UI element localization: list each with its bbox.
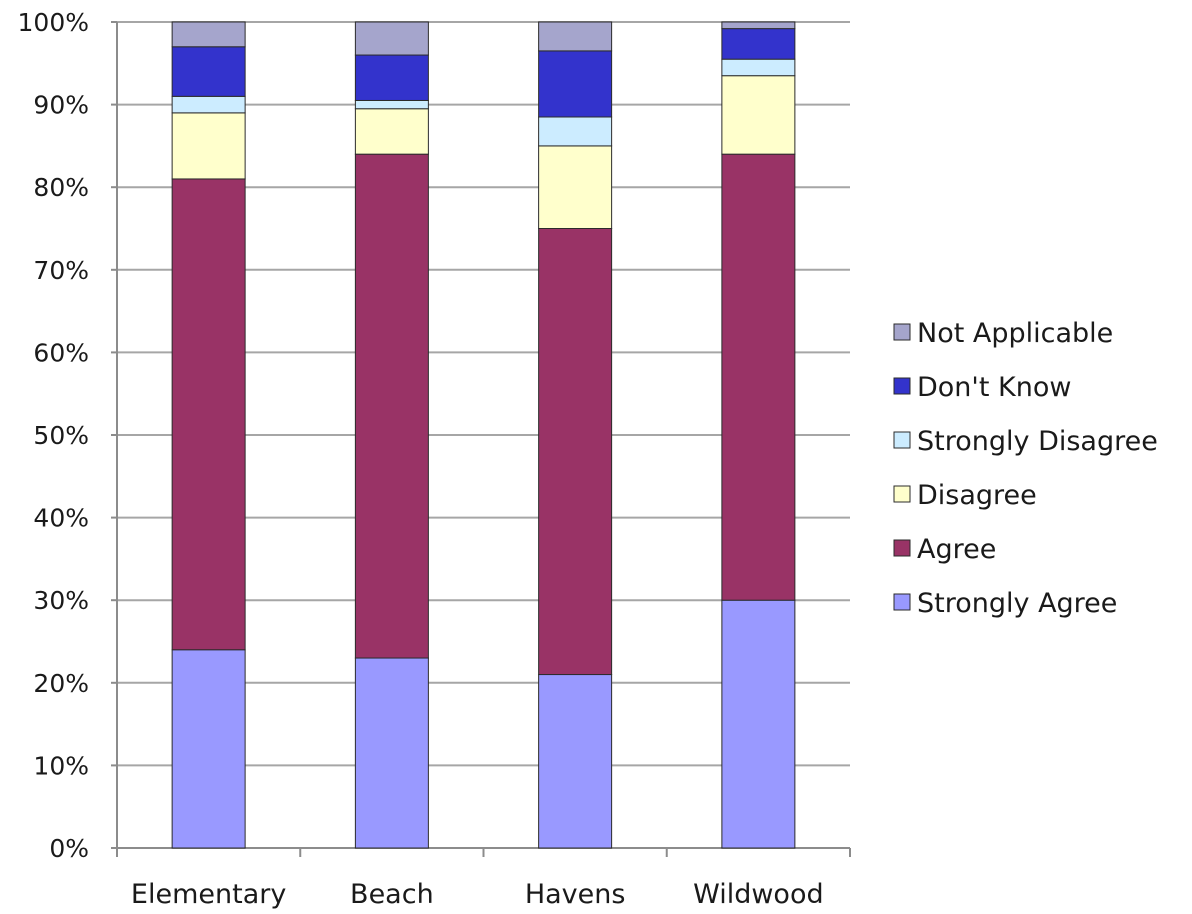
legend-swatch xyxy=(893,323,911,341)
bar-segment xyxy=(721,153,796,601)
y-tick-label: 70% xyxy=(33,256,89,285)
bar-segment xyxy=(171,46,246,97)
bar-segment xyxy=(721,599,796,849)
legend-swatch xyxy=(893,485,911,503)
bar-segment xyxy=(721,58,796,77)
legend-item: Agree xyxy=(893,534,996,565)
bar-segment xyxy=(538,228,613,676)
legend-swatch xyxy=(893,539,911,557)
y-tick-label: 0% xyxy=(49,834,89,863)
bar-segment xyxy=(721,75,796,155)
y-tick-label: 80% xyxy=(33,173,89,202)
legend-item: Not Applicable xyxy=(893,318,1113,349)
bar-segment xyxy=(354,108,429,155)
bar-segment xyxy=(721,28,796,60)
legend-swatch xyxy=(893,431,911,449)
x-category-label: Havens xyxy=(525,879,626,910)
y-tick-label: 50% xyxy=(33,421,89,450)
bar-segment xyxy=(171,21,246,48)
bar-segment xyxy=(171,649,246,849)
bar-segment xyxy=(538,50,613,118)
bar-segment xyxy=(354,21,429,56)
legend-item: Strongly Agree xyxy=(893,588,1117,619)
bar-segment xyxy=(354,99,429,110)
bar-segment xyxy=(538,145,613,229)
bar-segment xyxy=(721,21,796,30)
y-tick-label: 90% xyxy=(33,91,89,120)
legend-label: Not Applicable xyxy=(917,318,1113,349)
y-tick-label: 40% xyxy=(33,504,89,533)
legend-label: Don't Know xyxy=(917,372,1071,403)
x-category-label: Beach xyxy=(350,879,434,910)
bar-segment xyxy=(171,112,246,180)
bar-segment xyxy=(538,116,613,147)
bar-segment xyxy=(538,21,613,52)
legend-item: Strongly Disagree xyxy=(893,426,1158,457)
legend-label: Disagree xyxy=(917,480,1037,511)
bar-segment xyxy=(354,54,429,101)
x-category-label: Elementary xyxy=(131,879,286,910)
x-category-label: Wildwood xyxy=(693,879,824,910)
y-tick-label: 60% xyxy=(33,338,89,367)
legend-item: Disagree xyxy=(893,480,1037,511)
legend-swatch xyxy=(893,593,911,611)
bar-segment xyxy=(354,657,429,849)
bar-segment xyxy=(354,153,429,659)
bar-segment xyxy=(171,95,246,114)
bar-segment xyxy=(538,674,613,849)
bar-segment xyxy=(171,178,246,651)
legend-label: Strongly Disagree xyxy=(917,426,1158,457)
y-tick-label: 30% xyxy=(33,586,89,615)
y-tick-label: 20% xyxy=(33,669,89,698)
y-tick-label: 10% xyxy=(33,751,89,780)
legend-swatch xyxy=(893,377,911,395)
legend-label: Strongly Agree xyxy=(917,588,1117,619)
y-tick-label: 100% xyxy=(18,8,89,37)
legend-item: Don't Know xyxy=(893,372,1071,403)
legend-label: Agree xyxy=(917,534,996,565)
